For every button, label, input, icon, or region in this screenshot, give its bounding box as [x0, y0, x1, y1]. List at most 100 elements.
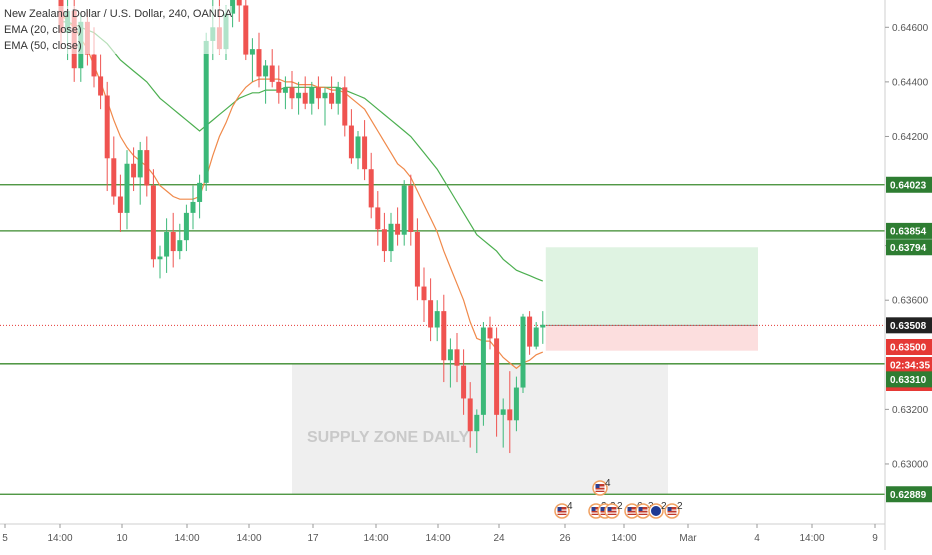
price-tick-label: 0.64600 — [892, 23, 929, 34]
candle-body — [520, 316, 526, 388]
price-label-text: 0.64023 — [890, 180, 927, 191]
candle-body — [441, 311, 447, 361]
candle-body — [487, 327, 493, 339]
candle-body — [329, 92, 335, 104]
candle-body — [223, 13, 229, 50]
us-flag-canton — [607, 507, 612, 511]
candle-body — [401, 185, 407, 235]
candle — [157, 245, 163, 279]
candle-body — [395, 223, 401, 235]
candle — [144, 136, 150, 197]
candle — [533, 322, 539, 350]
candle — [302, 76, 308, 110]
candle-body — [513, 387, 519, 421]
candle-body — [454, 349, 460, 366]
candle-body — [177, 240, 183, 252]
candle — [216, 0, 222, 55]
candle — [197, 174, 203, 219]
event-flag-us: 2 — [604, 501, 623, 519]
candle — [78, 13, 84, 82]
candle — [276, 65, 282, 104]
candle-body — [65, 10, 71, 33]
candle — [249, 38, 255, 82]
candle — [414, 218, 420, 301]
candle — [289, 70, 295, 110]
candle-body — [269, 65, 275, 82]
us-flag-stripe — [638, 509, 648, 511]
us-flag-icon — [595, 484, 605, 492]
target-zone — [545, 247, 758, 326]
candle-body — [335, 87, 341, 104]
candle-body — [236, 0, 242, 6]
candle — [203, 32, 209, 192]
candle-body — [467, 398, 473, 432]
candle-body — [256, 49, 262, 77]
candle-body — [348, 125, 354, 159]
event-flag-us: 4 — [592, 478, 611, 496]
candle-body — [249, 49, 255, 55]
candle — [256, 32, 262, 88]
us-flag-stripe — [591, 512, 601, 514]
candle-body — [342, 87, 348, 126]
candle — [520, 313, 526, 393]
candle — [540, 311, 546, 344]
time-tick-label: 5 — [2, 533, 8, 544]
us-flag-icon — [591, 507, 601, 515]
us-flag-canton — [638, 507, 643, 511]
candle — [408, 174, 414, 246]
candle-body — [263, 65, 269, 77]
candle — [348, 109, 354, 164]
candle-body — [474, 414, 480, 432]
price-tick-label: 0.63000 — [892, 459, 929, 470]
candle — [91, 27, 97, 88]
candle-body — [58, 0, 64, 33]
event-count-label: 2 — [661, 501, 667, 512]
us-flag-canton — [667, 507, 672, 511]
candle-body — [375, 207, 381, 230]
candle-body — [124, 163, 130, 213]
candle-body — [157, 256, 163, 260]
candle-body — [243, 5, 249, 55]
candle — [487, 316, 493, 350]
us-flag-icon — [638, 507, 648, 515]
candle-body — [428, 300, 434, 328]
candle-body — [170, 231, 176, 252]
price-label-green: 0.64023 — [886, 176, 932, 193]
price-label-green: 0.62889 — [886, 486, 932, 503]
time-tick-label: 14:00 — [611, 533, 636, 544]
time-tick-label: 24 — [493, 533, 505, 544]
candle — [421, 267, 427, 323]
candle-body — [507, 409, 513, 421]
candle — [210, 0, 216, 61]
candle-body — [500, 409, 506, 415]
time-tick-label: 10 — [116, 533, 128, 544]
candle-body — [117, 196, 123, 213]
candle-body — [203, 40, 209, 183]
candle-body — [322, 92, 328, 99]
candle — [388, 212, 394, 262]
candle — [164, 218, 170, 273]
price-label-box — [886, 176, 932, 193]
candle-body — [84, 21, 90, 55]
price-label-box — [886, 486, 932, 503]
price-label-text: 0.63854 — [890, 226, 927, 237]
stop-zone — [545, 325, 758, 351]
price-label-dark: 0.63508 — [886, 317, 932, 334]
time-tick-label: 14:00 — [363, 533, 388, 544]
event-count-label: 4 — [605, 478, 611, 489]
candle — [230, 0, 236, 28]
candle-body — [296, 92, 302, 99]
ema50-line — [61, 21, 544, 282]
candle-body — [216, 27, 222, 50]
price-labels-layer: 0.64023 0.63854 0.63794 0.63508 0.63500 02:34… — [886, 176, 932, 503]
event-flag-us: 2 — [664, 501, 683, 519]
candle — [243, 0, 249, 61]
us-flag-stripe — [667, 509, 677, 511]
candle — [117, 174, 123, 232]
us-flag-stripe — [627, 509, 637, 511]
candle — [150, 169, 156, 268]
candle — [58, 0, 64, 50]
candle — [269, 49, 275, 88]
